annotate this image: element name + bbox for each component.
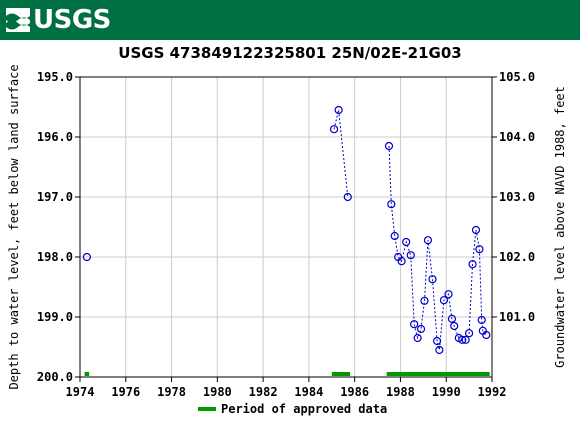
x-tick-label: 1992 [478, 385, 507, 399]
grid-lines [80, 77, 492, 377]
data-point [420, 296, 429, 305]
x-tick-label: 1982 [249, 385, 278, 399]
data-point [416, 324, 426, 334]
x-tick-label: 1978 [157, 385, 186, 399]
data-point [423, 236, 433, 245]
series-line [333, 109, 349, 198]
x-tick-label: 1974 [66, 385, 95, 399]
y-tick-label-left: 195.0 [37, 70, 73, 84]
data-point [439, 296, 449, 305]
y-tick-label-left: 196.0 [37, 130, 73, 144]
y-tick-label-left: 197.0 [37, 190, 73, 204]
usgs-logo[interactable]: USGS [6, 3, 111, 37]
y-tick-label-right: 105.0 [499, 70, 535, 84]
axis-ticks: 1974 1976 1978 1980 1982 1984 1986 1988 1990 1992… [37, 70, 535, 399]
x-tick-label: 1988 [386, 385, 415, 399]
data-point [468, 260, 477, 269]
x-tick-label: 1976 [111, 385, 140, 399]
series-line [388, 145, 487, 351]
data-point [406, 251, 415, 260]
legend-label: Period of approved data [221, 402, 387, 416]
y-tick-label-right: 103.0 [499, 190, 535, 204]
usgs-logo-text: USGS [33, 5, 111, 35]
plot-frame [79, 76, 493, 378]
data-point [397, 257, 406, 266]
data-point [477, 315, 486, 325]
data-point [334, 105, 343, 115]
y-tick-label-right: 102.0 [499, 250, 535, 264]
usgs-wave-icon [6, 8, 30, 32]
x-tick-label: 1990 [432, 385, 461, 399]
y-axis-label-left: Depth to water level, feet below land su… [7, 64, 21, 389]
data-point [465, 329, 474, 338]
chart-title: USGS 473849122325801 25N/02E-21G03 [118, 44, 462, 62]
data-point [450, 321, 459, 331]
data-point [343, 192, 352, 202]
y-tick-label-left: 198.0 [37, 250, 73, 264]
data-point [444, 290, 453, 299]
x-tick-label: 1980 [203, 385, 232, 399]
usgs-header-bar: USGS [0, 0, 580, 40]
data-point [471, 225, 481, 235]
legend: Period of approved data [198, 402, 387, 416]
x-tick-label: 1984 [294, 385, 323, 399]
y-tick-label-left: 200.0 [37, 370, 73, 384]
y-axis-label-right: Groundwater level above NAVD 1988, feet [553, 86, 567, 368]
data-point [435, 345, 444, 355]
data-point [329, 125, 339, 134]
data-point [384, 141, 394, 151]
data-point [447, 314, 457, 323]
data-point [82, 252, 91, 262]
y-tick-label-right: 101.0 [499, 310, 535, 324]
data-point [413, 333, 422, 343]
data-point [482, 330, 491, 340]
data-point [458, 335, 467, 344]
y-tick-label-right: 104.0 [499, 130, 535, 144]
data-point [461, 335, 470, 344]
x-tick-label: 1986 [340, 385, 369, 399]
data-point [390, 231, 399, 241]
y-tick-label-left: 199.0 [37, 310, 73, 324]
data-point [475, 245, 484, 254]
data-point [410, 320, 419, 329]
data-point [432, 336, 442, 346]
data-point [428, 275, 437, 284]
data-series [82, 105, 491, 355]
data-point [387, 200, 396, 209]
data-point [402, 237, 411, 247]
